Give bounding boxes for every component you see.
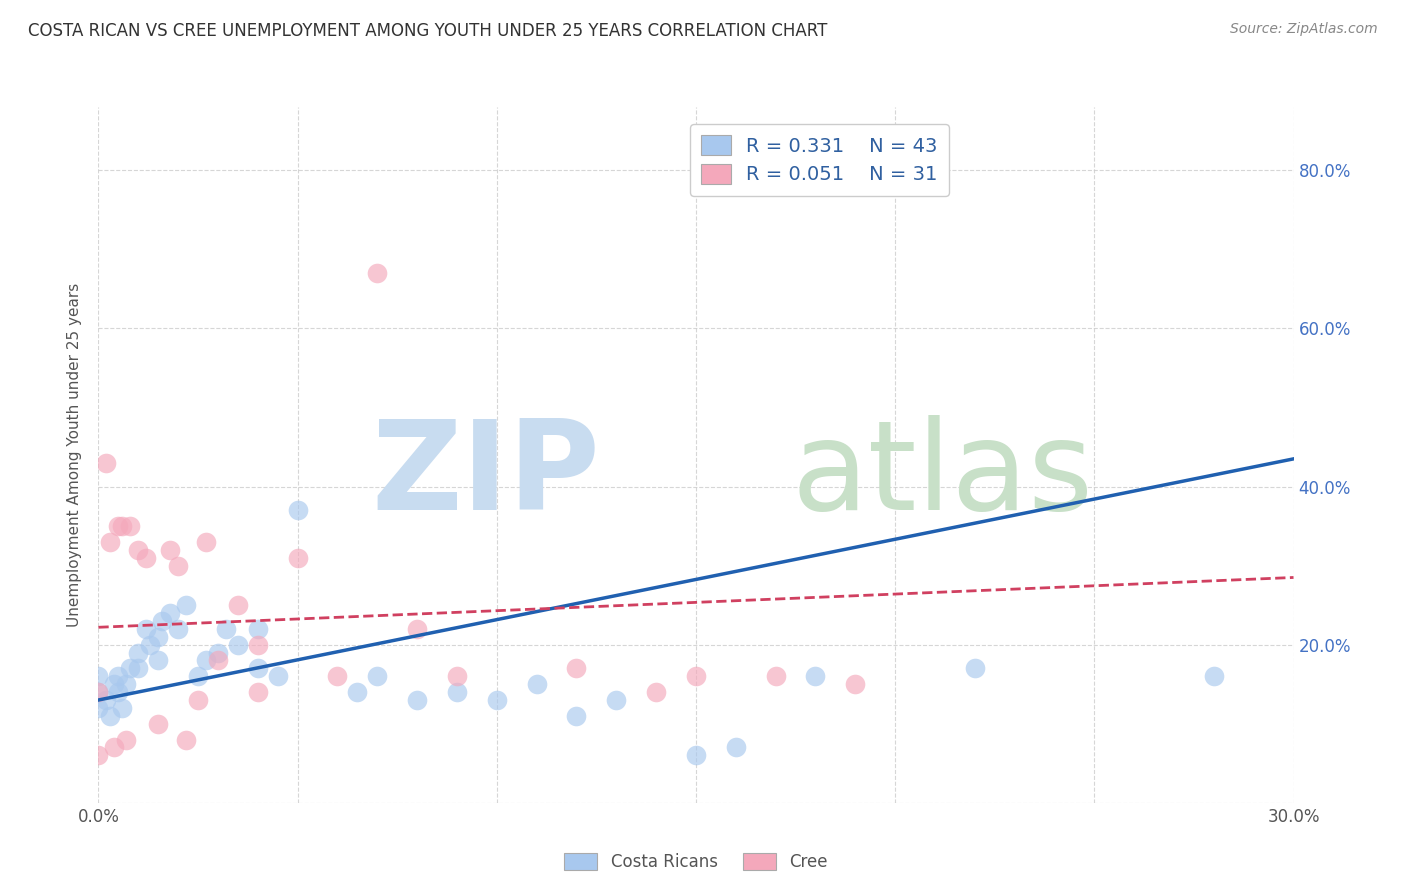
Point (1202, 669, 1225, 683)
Point (87, 685, 110, 699)
Point (765, 669, 787, 683)
Point (207, 653, 229, 667)
Point (526, 677, 548, 691)
Point (246, 622, 269, 636)
Point (167, 558, 190, 573)
Text: Source: ZipAtlas.com: Source: ZipAtlas.com (1230, 22, 1378, 37)
Text: ZIP: ZIP (371, 416, 600, 536)
Point (115, 677, 138, 691)
Point (87, 701, 110, 715)
Point (150, 614, 173, 628)
Point (804, 669, 827, 683)
Point (127, 542, 149, 557)
Point (127, 661, 149, 675)
Point (148, 630, 170, 644)
Point (366, 266, 388, 280)
Point (100, 534, 122, 549)
Point (87, 748, 110, 763)
Point (446, 685, 468, 699)
Point (226, 598, 249, 612)
Point (685, 748, 707, 763)
Point (96, 456, 118, 470)
Point (115, 732, 138, 747)
Point (135, 622, 157, 636)
Point (406, 622, 429, 636)
Point (446, 669, 468, 683)
Legend: Costa Ricans, Cree: Costa Ricans, Cree (557, 847, 835, 878)
Point (326, 669, 349, 683)
Text: COSTA RICAN VS CREE UNEMPLOYMENT AMONG YOUTH UNDER 25 YEARS CORRELATION CHART: COSTA RICAN VS CREE UNEMPLOYMENT AMONG Y… (28, 22, 828, 40)
Point (107, 669, 129, 683)
Point (103, 740, 125, 755)
Point (120, 519, 142, 533)
Point (195, 653, 218, 667)
Point (135, 550, 157, 565)
Point (346, 685, 368, 699)
Point (287, 550, 309, 565)
Point (565, 708, 588, 723)
Point (844, 677, 866, 691)
Point (287, 503, 309, 517)
Point (226, 638, 249, 652)
Point (167, 622, 190, 636)
Point (187, 693, 209, 707)
Point (148, 653, 170, 667)
Point (87, 685, 110, 699)
Point (127, 646, 149, 660)
Point (246, 685, 269, 699)
Point (103, 677, 125, 691)
Point (107, 685, 129, 699)
Point (120, 661, 142, 675)
Point (605, 693, 627, 707)
Y-axis label: Unemployment Among Youth under 25 years: Unemployment Among Youth under 25 years (67, 283, 83, 627)
Point (159, 606, 181, 620)
Point (565, 661, 588, 675)
Point (96, 693, 118, 707)
Point (645, 685, 668, 699)
Point (195, 534, 218, 549)
Point (246, 661, 269, 675)
Point (111, 701, 134, 715)
Point (87, 669, 110, 683)
Point (174, 598, 197, 612)
Point (187, 669, 209, 683)
Point (485, 693, 508, 707)
Point (366, 669, 388, 683)
Text: atlas: atlas (792, 416, 1094, 536)
Point (215, 622, 238, 636)
Point (207, 646, 229, 660)
Point (685, 669, 707, 683)
Point (724, 740, 747, 755)
Point (159, 542, 181, 557)
Point (139, 638, 162, 652)
Point (148, 716, 170, 731)
Point (406, 693, 429, 707)
Point (246, 638, 269, 652)
Point (963, 661, 986, 675)
Point (107, 519, 129, 533)
Point (174, 732, 197, 747)
Point (111, 519, 134, 533)
Point (267, 669, 290, 683)
Point (100, 708, 122, 723)
